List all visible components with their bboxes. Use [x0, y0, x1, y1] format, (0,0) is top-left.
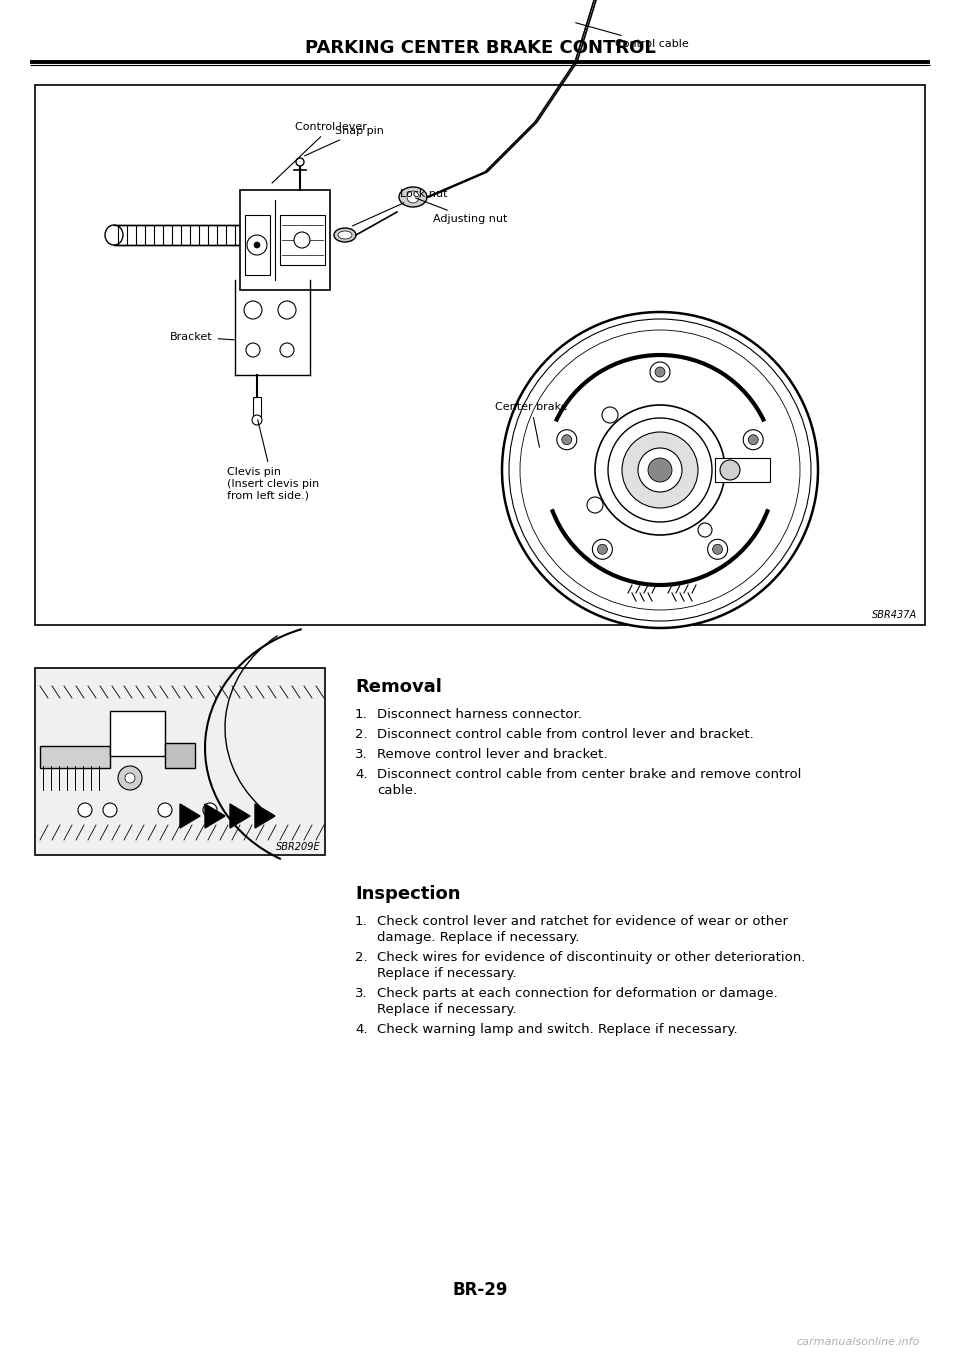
Ellipse shape: [105, 225, 123, 244]
Ellipse shape: [338, 231, 352, 239]
Circle shape: [502, 312, 818, 627]
Circle shape: [622, 432, 698, 508]
Text: Replace if necessary.: Replace if necessary.: [377, 967, 516, 980]
Ellipse shape: [399, 187, 427, 206]
Circle shape: [638, 448, 682, 492]
Text: 1.: 1.: [355, 708, 368, 721]
Text: Replace if necessary.: Replace if necessary.: [377, 1004, 516, 1016]
Circle shape: [602, 407, 618, 422]
Bar: [35, 668, 325, 856]
Text: Clevis pin
(Insert clevis pin
from left side.): Clevis pin (Insert clevis pin from left …: [227, 420, 320, 500]
Bar: [280, 215, 325, 265]
Circle shape: [708, 539, 728, 559]
Circle shape: [118, 766, 142, 790]
Circle shape: [720, 460, 740, 479]
Circle shape: [246, 344, 260, 357]
Circle shape: [650, 363, 670, 382]
Text: 1.: 1.: [355, 915, 368, 928]
Text: Disconnect control cable from control lever and bracket.: Disconnect control cable from control le…: [377, 728, 754, 741]
Text: 4.: 4.: [355, 769, 368, 781]
Text: Removal: Removal: [355, 678, 442, 697]
Circle shape: [655, 367, 665, 378]
Text: Bracket: Bracket: [170, 331, 234, 342]
Circle shape: [743, 429, 763, 449]
Text: 4.: 4.: [355, 1023, 368, 1036]
Bar: [110, 712, 165, 756]
Text: Control lever: Control lever: [272, 122, 367, 183]
Circle shape: [407, 191, 419, 202]
Bar: [40, 746, 110, 769]
Circle shape: [562, 435, 572, 444]
Text: Check parts at each connection for deformation or damage.: Check parts at each connection for defor…: [377, 987, 778, 999]
Bar: [35, 86, 925, 625]
Bar: [253, 397, 261, 417]
Bar: [245, 215, 270, 276]
Text: 3.: 3.: [355, 987, 368, 999]
Text: SBR209E: SBR209E: [276, 842, 321, 851]
Polygon shape: [255, 804, 275, 828]
Text: Control cable: Control cable: [576, 23, 688, 49]
Text: Check control lever and ratchet for evidence of wear or other: Check control lever and ratchet for evid…: [377, 915, 788, 928]
Circle shape: [595, 405, 725, 535]
Text: Check warning lamp and switch. Replace if necessary.: Check warning lamp and switch. Replace i…: [377, 1023, 737, 1036]
Text: 2.: 2.: [355, 951, 368, 964]
Circle shape: [608, 418, 712, 521]
Text: Snap pin: Snap pin: [304, 126, 384, 156]
Text: Adjusting nut: Adjusting nut: [416, 198, 508, 224]
Bar: [240, 190, 330, 291]
Circle shape: [158, 803, 172, 818]
Circle shape: [296, 158, 304, 166]
Text: Check wires for evidence of discontinuity or other deterioration.: Check wires for evidence of discontinuit…: [377, 951, 805, 964]
Polygon shape: [180, 804, 200, 828]
Circle shape: [648, 458, 672, 482]
Circle shape: [244, 301, 262, 319]
Bar: [36, 669, 324, 854]
Bar: [114, 225, 245, 244]
Text: 2.: 2.: [355, 728, 368, 741]
Circle shape: [252, 416, 262, 425]
Ellipse shape: [334, 228, 356, 242]
Circle shape: [278, 301, 296, 319]
Text: SBR437A: SBR437A: [872, 610, 917, 621]
Text: BR-29: BR-29: [452, 1281, 508, 1300]
Text: Remove control lever and bracket.: Remove control lever and bracket.: [377, 748, 608, 760]
Circle shape: [592, 539, 612, 559]
Polygon shape: [230, 804, 250, 828]
Bar: [715, 458, 770, 482]
Circle shape: [698, 523, 712, 536]
Circle shape: [294, 232, 310, 249]
Circle shape: [712, 545, 723, 554]
Text: Inspection: Inspection: [355, 885, 461, 903]
Text: carmanualsonline.info: carmanualsonline.info: [797, 1338, 920, 1347]
Circle shape: [280, 344, 294, 357]
Circle shape: [587, 497, 603, 513]
Text: PARKING CENTER BRAKE CONTROL: PARKING CENTER BRAKE CONTROL: [304, 39, 656, 57]
Circle shape: [103, 803, 117, 818]
Circle shape: [557, 429, 577, 449]
Bar: [165, 743, 195, 769]
Text: Lock nut: Lock nut: [352, 189, 447, 225]
Circle shape: [203, 803, 217, 818]
Text: Disconnect control cable from center brake and remove control: Disconnect control cable from center bra…: [377, 769, 802, 781]
Text: damage. Replace if necessary.: damage. Replace if necessary.: [377, 932, 580, 944]
Text: cable.: cable.: [377, 784, 418, 797]
Circle shape: [125, 773, 135, 784]
Circle shape: [78, 803, 92, 818]
Circle shape: [247, 235, 267, 255]
Circle shape: [748, 435, 758, 444]
Polygon shape: [205, 804, 225, 828]
Text: 3.: 3.: [355, 748, 368, 760]
Text: Disconnect harness connector.: Disconnect harness connector.: [377, 708, 582, 721]
Circle shape: [597, 545, 608, 554]
Circle shape: [254, 242, 260, 249]
Text: Center brake: Center brake: [495, 402, 567, 447]
